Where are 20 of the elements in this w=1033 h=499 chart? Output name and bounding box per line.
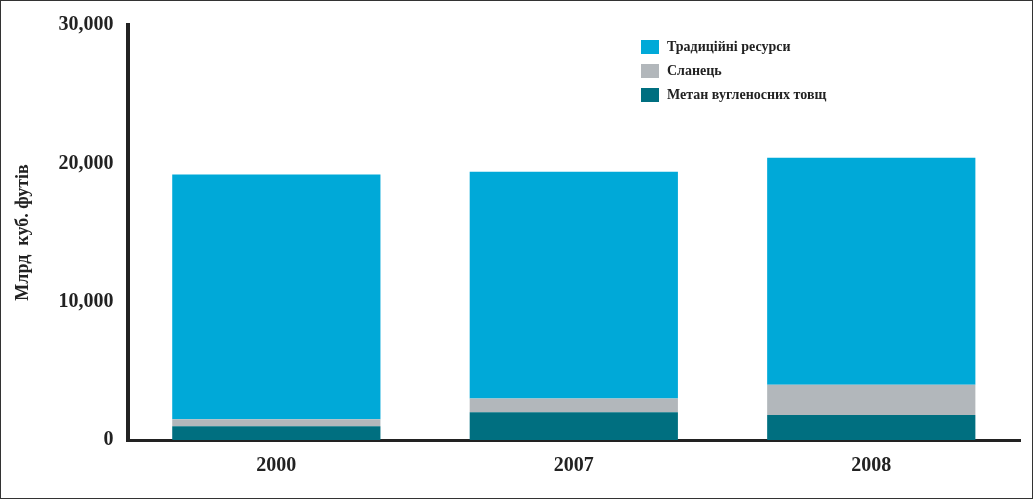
y-tick-label: 0: [103, 427, 114, 450]
y-tick-label: 20,000: [58, 150, 114, 173]
y-tick-label: 10,000: [58, 288, 114, 311]
bar: [469, 398, 678, 413]
bar: [172, 426, 381, 440]
bar: [767, 415, 976, 440]
bar: [767, 157, 976, 385]
y-axis-title: Млрд куб. футів: [12, 164, 33, 301]
legend-label: Сланець: [667, 63, 722, 79]
legend-label: Традиційні ресурси: [667, 39, 791, 55]
bar: [172, 174, 381, 420]
bar: [469, 171, 678, 399]
x-tick-label: 2000: [256, 453, 297, 476]
x-tick-label: 2008: [851, 453, 892, 476]
bar: [172, 419, 381, 427]
legend-label: Метан вугленосних товщ: [667, 87, 827, 103]
bar: [767, 384, 976, 416]
bar: [469, 412, 678, 440]
x-tick-label: 2007: [553, 453, 594, 476]
y-tick-label: 30,000: [58, 12, 114, 35]
